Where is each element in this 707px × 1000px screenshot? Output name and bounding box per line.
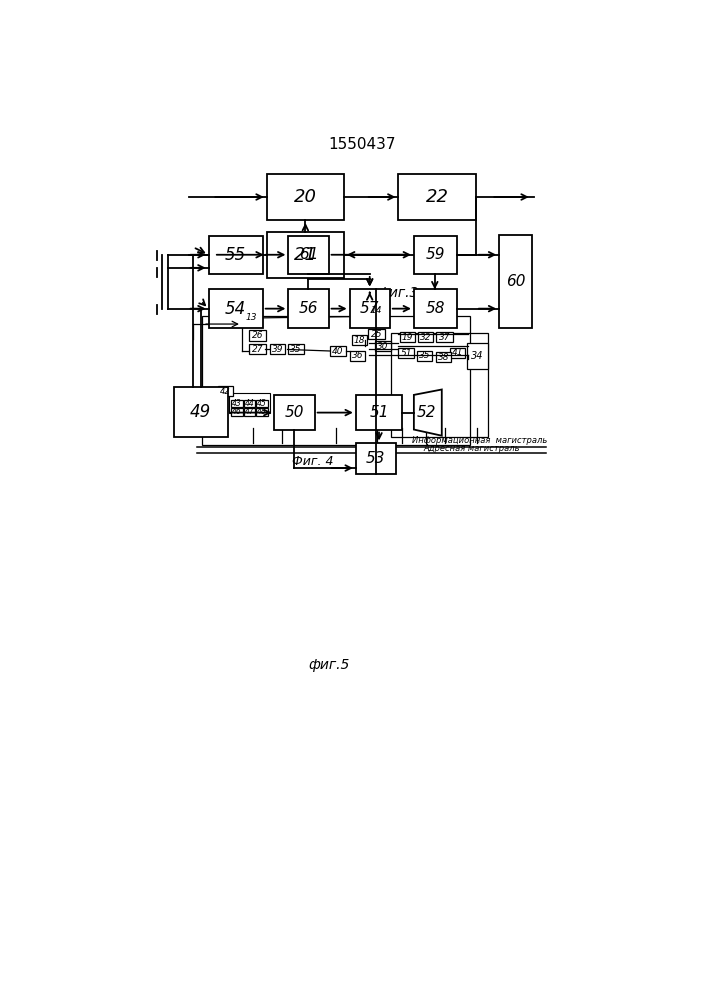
Text: 57: 57: [360, 301, 380, 316]
Text: 46: 46: [233, 407, 242, 416]
Bar: [414, 289, 457, 328]
Text: 35: 35: [291, 345, 302, 354]
Text: 53: 53: [366, 451, 385, 466]
Bar: [356, 443, 396, 474]
Bar: [244, 400, 255, 407]
Text: 13: 13: [245, 313, 257, 322]
Text: 20: 20: [294, 188, 317, 206]
Text: 19: 19: [402, 333, 414, 342]
Text: 54: 54: [225, 300, 246, 318]
Text: 34: 34: [471, 351, 484, 361]
Text: 14: 14: [371, 306, 382, 315]
Text: 40: 40: [332, 347, 344, 356]
Text: 26: 26: [252, 331, 263, 340]
Text: Адресная магистраль: Адресная магистраль: [423, 444, 520, 453]
Text: 22: 22: [426, 188, 449, 206]
Text: Фиг. 4: Фиг. 4: [293, 455, 334, 468]
Text: 37: 37: [439, 333, 450, 342]
Bar: [288, 344, 304, 354]
Bar: [436, 352, 451, 362]
Bar: [267, 174, 344, 220]
Bar: [202, 316, 469, 445]
Bar: [249, 330, 266, 341]
Text: 25: 25: [371, 330, 382, 339]
Text: 49: 49: [190, 403, 211, 421]
Bar: [244, 408, 255, 416]
Text: фиг.3: фиг.3: [378, 286, 419, 300]
Bar: [391, 333, 488, 437]
Bar: [270, 344, 285, 354]
Text: 58: 58: [426, 301, 445, 316]
Bar: [209, 235, 263, 274]
Bar: [231, 408, 243, 416]
Text: 44: 44: [245, 399, 255, 408]
Text: 47: 47: [245, 407, 255, 416]
Text: 59: 59: [426, 247, 445, 262]
Bar: [368, 306, 385, 316]
Bar: [249, 344, 266, 354]
Bar: [218, 386, 233, 396]
Bar: [499, 235, 532, 328]
Text: 43: 43: [233, 399, 242, 408]
Bar: [230, 393, 270, 413]
Bar: [400, 332, 416, 342]
Bar: [209, 289, 263, 328]
Text: 39: 39: [271, 345, 284, 354]
Text: 35: 35: [419, 351, 431, 360]
Bar: [417, 351, 433, 361]
Text: 27: 27: [252, 345, 263, 354]
Text: 61: 61: [299, 247, 318, 262]
Bar: [356, 395, 402, 430]
Text: 51: 51: [400, 349, 412, 358]
Bar: [267, 232, 344, 278]
Text: 55: 55: [225, 246, 246, 264]
Text: 60: 60: [506, 274, 525, 289]
Text: 36: 36: [351, 351, 363, 360]
Text: 48: 48: [257, 407, 267, 416]
Text: 51: 51: [369, 405, 389, 420]
Text: 32: 32: [420, 333, 431, 342]
Bar: [349, 289, 390, 328]
Polygon shape: [414, 389, 442, 436]
Bar: [174, 387, 228, 437]
Bar: [418, 332, 433, 342]
Text: 30: 30: [377, 342, 389, 351]
Bar: [274, 395, 315, 430]
Bar: [414, 235, 457, 274]
Text: 50: 50: [285, 405, 304, 420]
Bar: [450, 348, 465, 358]
Bar: [288, 235, 329, 274]
Bar: [288, 289, 329, 328]
Text: 1550437: 1550437: [328, 137, 396, 152]
Text: 42: 42: [220, 387, 231, 396]
Text: 38: 38: [438, 353, 449, 362]
Bar: [256, 408, 268, 416]
Bar: [349, 351, 365, 361]
Bar: [231, 400, 243, 407]
Text: 56: 56: [299, 301, 318, 316]
Bar: [375, 341, 391, 351]
Text: 45: 45: [257, 399, 267, 408]
Text: 41: 41: [452, 348, 463, 357]
Bar: [436, 332, 453, 342]
Text: Информационная  магистраль: Информационная магистраль: [412, 436, 548, 445]
Text: 18: 18: [354, 336, 366, 345]
Text: фиг.5: фиг.5: [308, 658, 349, 672]
Bar: [242, 312, 260, 324]
Bar: [467, 343, 488, 369]
Bar: [330, 346, 346, 356]
Bar: [352, 335, 368, 345]
Bar: [368, 329, 385, 339]
Bar: [398, 174, 476, 220]
Text: 21: 21: [294, 246, 317, 264]
Bar: [398, 348, 414, 358]
Bar: [256, 400, 268, 407]
Text: 52: 52: [416, 405, 436, 420]
